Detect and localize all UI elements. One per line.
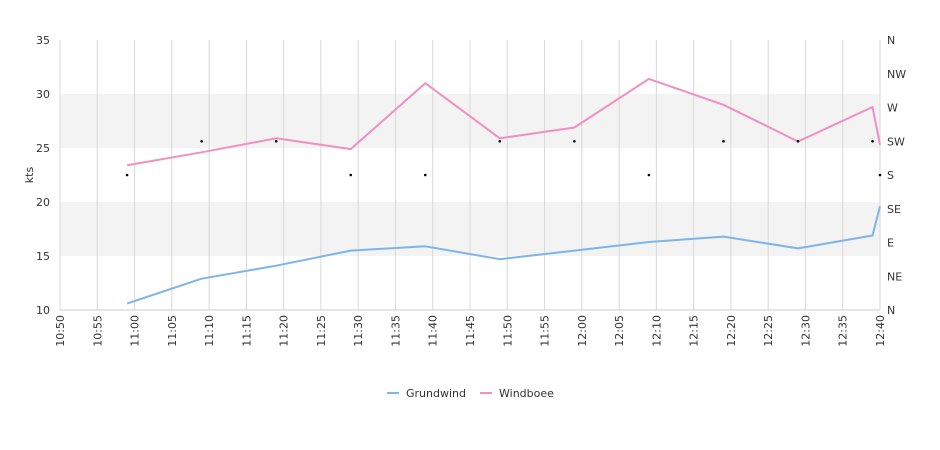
- direction-marker: [274, 139, 278, 143]
- x-tick-label: 11:10: [203, 315, 216, 347]
- x-tick-label: 12:00: [576, 315, 589, 347]
- direction-tick-label: SE: [887, 203, 901, 216]
- direction-marker: [200, 139, 203, 143]
- direction-marker: [349, 173, 353, 177]
- x-tick-label: 11:40: [427, 315, 440, 347]
- legend-item-grundwind[interactable]: Grundwind: [387, 387, 466, 400]
- direction-tick-label: N: [887, 34, 895, 47]
- x-tick-label: 11:00: [129, 315, 142, 347]
- x-tick-label: 12:20: [725, 315, 738, 347]
- y-tick-label: 30: [36, 88, 50, 101]
- x-tick-label: 11:05: [166, 315, 179, 347]
- direction-marker: [647, 173, 651, 177]
- direction-marker: [573, 139, 576, 143]
- direction-marker: [722, 139, 725, 143]
- y-tick-label: 15: [36, 250, 50, 263]
- x-tick-label: 11:45: [464, 315, 477, 347]
- legend-item-windboee[interactable]: Windboee: [480, 387, 554, 400]
- x-tick-label: 11:25: [315, 315, 328, 347]
- direction-tick-label: W: [887, 102, 898, 115]
- x-tick-label: 12:30: [799, 315, 812, 347]
- legend[interactable]: Grundwind Windboee: [387, 387, 554, 400]
- direction-tick-label: E: [887, 237, 894, 250]
- y-tick-label: 35: [36, 34, 50, 47]
- direction-markers: [125, 139, 882, 177]
- x-tick-label: 12:10: [650, 315, 663, 347]
- x-tick-label: 11:15: [240, 315, 253, 347]
- x-tick-label: 12:05: [613, 315, 626, 347]
- direction-tick-label: SW: [887, 135, 905, 148]
- series-line-grundwind: [126, 206, 881, 305]
- legend-label: Windboee: [499, 387, 554, 400]
- direction-tick-label: NW: [887, 68, 906, 81]
- y-tick-label: 20: [36, 196, 50, 209]
- x-axis-ticks: 10:50 10:55 11:00 11:05 11:10 11:15 11:20 11:25…: [54, 315, 887, 347]
- direction-marker: [125, 173, 129, 177]
- y-axis-ticks: 10 15 20 25 30 35: [36, 34, 50, 317]
- legend-label: Grundwind: [406, 387, 466, 400]
- series-line-windboee: [126, 77, 881, 167]
- y-tick-label: 10: [36, 304, 50, 317]
- x-tick-label: 11:55: [539, 315, 552, 347]
- x-tick-label: 11:20: [278, 315, 291, 347]
- series-lines: [126, 77, 881, 305]
- direction-axis-ticks: N NE E SE S SW W NW N: [887, 34, 906, 317]
- direction-marker: [423, 173, 427, 177]
- x-tick-label: 12:35: [837, 315, 850, 347]
- direction-tick-label: NE: [887, 270, 902, 283]
- x-tick-label: 11:50: [501, 315, 514, 347]
- direction-marker: [498, 139, 502, 143]
- y-tick-label: 25: [36, 142, 50, 155]
- direction-marker: [796, 139, 800, 143]
- x-tick-label: 12:15: [688, 315, 701, 347]
- y-axis-label: kts: [23, 167, 36, 184]
- direction-tick-label: N: [887, 304, 895, 317]
- x-tick-label: 10:50: [54, 315, 67, 347]
- direction-marker: [871, 139, 874, 143]
- x-tick-label: 12:25: [762, 315, 775, 347]
- x-tick-label: 11:30: [352, 315, 365, 347]
- x-tick-label: 10:55: [91, 315, 104, 347]
- x-tick-label: 12:40: [874, 315, 887, 347]
- vertical-gridlines: [59, 40, 881, 311]
- direction-marker: [878, 173, 882, 177]
- x-tick-label: 11:35: [389, 315, 402, 347]
- direction-tick-label: S: [887, 169, 894, 182]
